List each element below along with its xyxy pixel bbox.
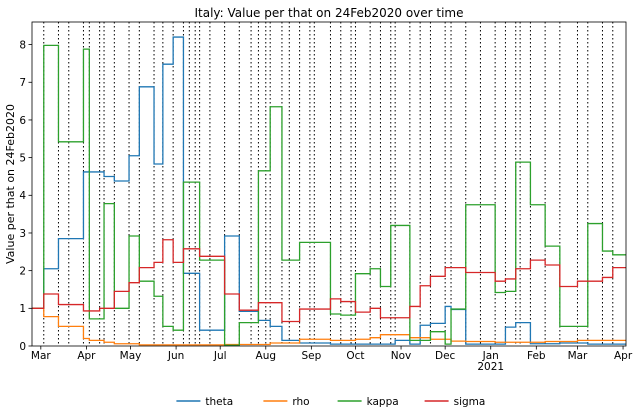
y-tick-label: 7 bbox=[19, 77, 26, 89]
x-tick-label: Apr bbox=[77, 350, 96, 362]
y-tick-label: 8 bbox=[19, 39, 26, 51]
x-tick-label: Jun bbox=[167, 350, 184, 362]
x-tick-label: Oct bbox=[346, 350, 364, 362]
series-line-theta bbox=[32, 36, 626, 345]
x-tick-label: Dec bbox=[435, 350, 456, 362]
x-tick-label: Mar bbox=[31, 350, 51, 362]
series-lines bbox=[32, 36, 626, 346]
chart-title: Italy: Value per that on 24Feb2020 over … bbox=[194, 6, 463, 20]
legend: theta rho kappa sigma bbox=[176, 396, 485, 408]
series-line-sigma bbox=[32, 239, 626, 323]
x-tick-label: Apr bbox=[614, 350, 633, 362]
legend-label-sigma: sigma bbox=[454, 396, 486, 408]
y-tick-label: 5 bbox=[19, 152, 26, 164]
y-axis-label: Value per that on 24Feb2020 bbox=[4, 104, 17, 264]
series-line-rho bbox=[32, 307, 626, 346]
legend-label-theta: theta bbox=[205, 396, 233, 408]
y-tick-label: 4 bbox=[19, 190, 26, 202]
x-year-label: 2021 bbox=[477, 361, 504, 373]
series-line-kappa bbox=[32, 44, 626, 346]
x-tick-label: May bbox=[120, 350, 142, 362]
x-tick-label: Jan bbox=[482, 350, 499, 362]
y-tick-label: 6 bbox=[19, 115, 26, 127]
x-tick-label: Feb bbox=[527, 350, 546, 362]
x-tick-label: Sep bbox=[301, 350, 321, 362]
x-tick-label: Mar bbox=[568, 350, 588, 362]
y-tick-label: 2 bbox=[19, 265, 26, 277]
legend-label-kappa: kappa bbox=[367, 396, 399, 408]
axis-ticks: 0 1 2 3 4 5 6 7 8 Mar Apr May Jun Jul Aug Sep Oct Nov Dec J… bbox=[19, 39, 633, 373]
legend-label-rho: rho bbox=[292, 396, 309, 408]
y-tick-label: 1 bbox=[19, 303, 26, 315]
plot-area bbox=[31, 21, 627, 347]
x-tick-label: Jul bbox=[213, 350, 227, 362]
y-tick-label: 3 bbox=[19, 228, 26, 240]
x-tick-label: Aug bbox=[256, 350, 277, 362]
x-tick-label: Nov bbox=[391, 350, 412, 362]
y-tick-label: 0 bbox=[19, 341, 26, 353]
